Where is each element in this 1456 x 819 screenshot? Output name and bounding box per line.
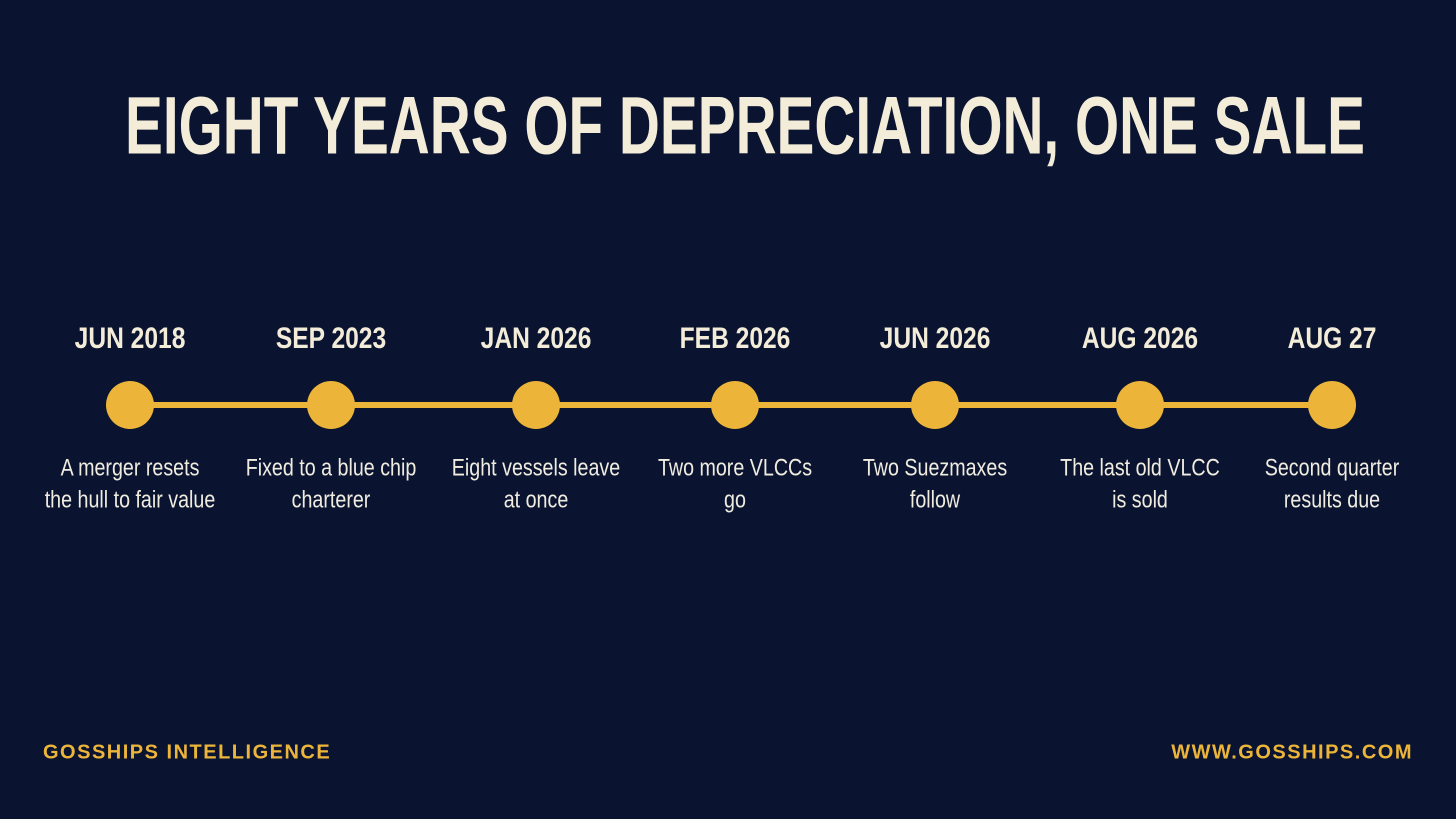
event-description: go [724,485,746,512]
event-description: A merger resets [61,453,200,480]
event-description-group: results due [1284,485,1380,512]
title: EIGHT YEARS OF DEPRECIATION, ONE SALE [125,81,1365,172]
event-date-group: SEP 2023 [276,321,386,355]
event-description: Two Suezmaxes [863,453,1007,480]
event-marker [1308,381,1356,429]
event-description: Eight vessels leave [452,453,620,480]
event-description-group: Two more VLCCs [658,453,812,480]
event-marker [106,381,154,429]
event-marker [512,381,560,429]
footer-right: WWW.GOSSHIPS.COM [1171,741,1413,763]
event-description: The last old VLCC [1060,453,1220,480]
event-description-group: A merger resets [61,453,200,480]
event-description: at once [504,485,569,512]
event-date: JUN 2026 [880,321,991,355]
event-date-group: FEB 2026 [680,321,791,355]
event-description: Two more VLCCs [658,453,812,480]
event-description-group: The last old VLCC [1060,453,1220,480]
footer-left: GOSSHIPS INTELLIGENCE [43,741,331,763]
event-description: the hull to fair value [45,485,216,512]
event-description: is sold [1112,485,1168,512]
event-description-group: Two Suezmaxes [863,453,1007,480]
event-marker [711,381,759,429]
event-description: Fixed to a blue chip [246,453,417,480]
event-description: charterer [292,485,371,512]
event-date: FEB 2026 [680,321,791,355]
event-date: JUN 2018 [75,321,186,355]
event-description: results due [1284,485,1380,512]
event-date-group: JAN 2026 [481,321,592,355]
event-date: AUG 27 [1288,321,1377,355]
event-date: SEP 2023 [276,321,386,355]
event-description-group: at once [504,485,569,512]
event-description-group: Fixed to a blue chip [246,453,417,480]
event-description-group: follow [910,485,960,512]
event-date: AUG 2026 [1082,321,1198,355]
event-description: follow [910,485,960,512]
event-description-group: go [724,485,746,512]
event-date-group: JUN 2026 [880,321,991,355]
event-marker [307,381,355,429]
event-description-group: is sold [1112,485,1168,512]
event-description: Second quarter [1265,453,1400,480]
event-date-group: AUG 27 [1288,321,1377,355]
event-marker [911,381,959,429]
event-date-group: JUN 2018 [75,321,186,355]
event-description-group: Second quarter [1265,453,1400,480]
event-marker [1116,381,1164,429]
event-description-group: the hull to fair value [45,485,216,512]
event-date-group: AUG 2026 [1082,321,1198,355]
event-date: JAN 2026 [481,321,592,355]
event-description-group: Eight vessels leave [452,453,620,480]
event-description-group: charterer [292,485,371,512]
